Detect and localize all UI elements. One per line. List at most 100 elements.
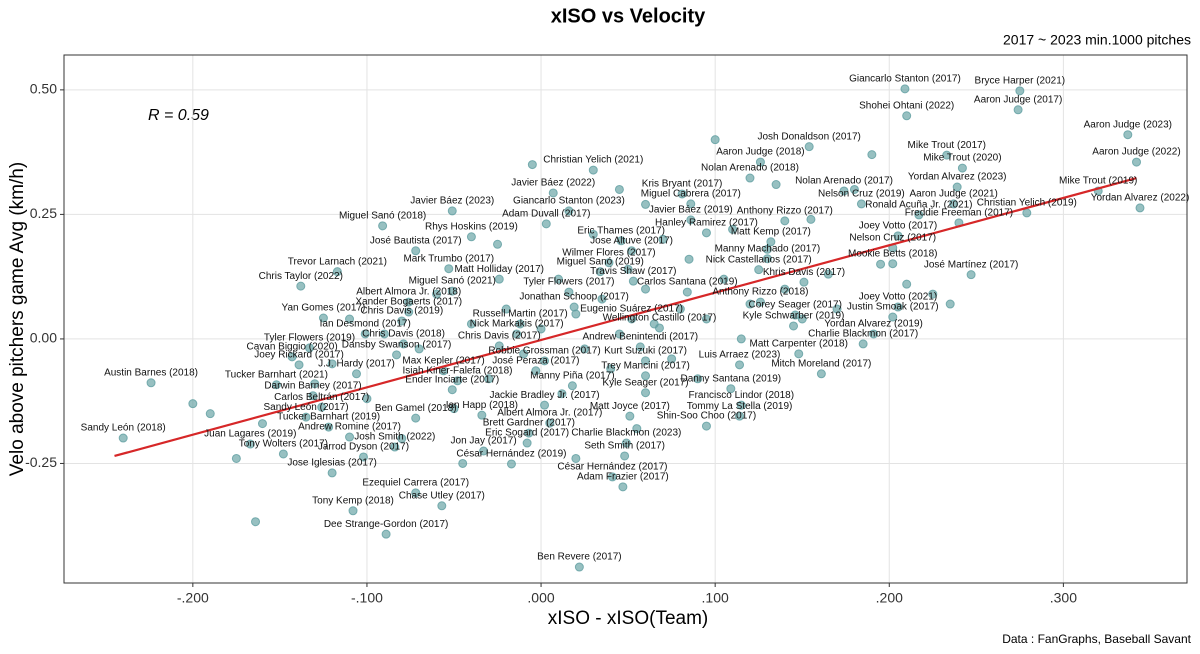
point [621,438,631,448]
point-label: Josh Smith (2022) [354,432,435,443]
point-label: Yan Gomes (2017) [282,303,366,314]
point [849,184,859,194]
point [728,224,738,234]
point-label: Albert Almora Jr. (2018) [356,287,461,298]
point [477,410,487,420]
y-tick-label: 0.50 [30,81,57,97]
point [188,399,198,409]
point-label: Trey Mancini (2017) [601,360,690,371]
point [1123,130,1133,140]
point-label: Javier Báez (2023) [410,196,494,207]
point-label: Carlos Santana (2019) [637,277,738,288]
point-label: Giancarlo Stanton (2017) [849,74,961,85]
point [686,199,696,209]
point [823,269,833,279]
point-label: José Bautista (2017) [370,235,462,246]
point [745,299,755,309]
point [392,350,402,360]
point-label: Tony Wolters (2017) [239,439,328,450]
point [658,234,668,244]
point-label: Joey Votto (2017) [859,220,937,231]
point-label: Mookie Betts (2018) [848,248,938,259]
y-tick-label: 0.25 [30,205,57,221]
point [641,371,651,381]
point [301,412,311,422]
point [966,270,976,280]
point-label: Matt Kemp (2017) [731,226,811,237]
point-label: Eugenio Suárez (2017) [580,304,683,315]
point-label: Manny Piña (2017) [530,370,615,381]
point [766,237,776,247]
point-label: Jose Iglesias (2017) [287,458,377,469]
point [957,163,967,173]
point [771,180,781,190]
point-label: Xander Bogaerts (2017) [355,297,462,308]
point [804,142,814,152]
point [755,297,765,307]
point [595,267,605,277]
point-label: César Hernández (2019) [456,449,566,460]
point-label: Brett Gardner (2017) [483,418,575,429]
point-label: Joey Votto (2021) [859,292,937,303]
point-label: Ian Happ (2018) [446,400,518,411]
point-label: Miguel Sanó (2021) [409,276,496,287]
chart-subtitle: 2017 ~ 2023 min.1000 pitches [1003,32,1191,48]
point [494,341,504,351]
point-label: Charlie Blackmon (2023) [571,428,681,439]
point-label: Andrew Romine (2017) [298,422,401,433]
point [452,376,462,386]
point-label: Christian Yelich (2021) [543,155,643,166]
point [1135,203,1145,213]
point-label: Jackie Bradley Jr. (2017) [490,390,600,401]
point-label: Corey Seager (2017) [749,300,842,311]
point [710,135,720,145]
point-label: Freddie Freeman (2017) [905,208,1013,219]
point [571,453,581,463]
point-label: Bryce Harper (2021) [975,76,1066,87]
point-label: Charlie Blackmon (2017) [808,329,918,340]
point [1015,86,1025,96]
point-label: Mitch Moreland (2017) [771,358,871,369]
point [381,529,391,539]
point-label: Anthony Rizzo (2017) [737,206,833,217]
point-label: Jose Altuve (2017) [590,235,673,246]
point-label: Isiah Kiner-Falefa (2018) [402,365,512,376]
point [444,264,454,274]
point [876,259,886,269]
point-label: Adam Frazier (2017) [577,472,669,483]
point [501,304,511,314]
point-label: Ronald Acuña Jr. (2021) [865,200,972,211]
point [1132,157,1142,167]
point-label: Christian Yelich (2019) [977,198,1077,209]
point [902,111,912,121]
point [641,356,651,366]
point-label: Javier Báez (2019) [649,205,733,216]
point [494,274,504,284]
point [867,150,877,160]
point [797,314,807,324]
point [519,349,529,359]
point-label: Tyler Flowers (2019) [264,333,355,344]
trend-line [114,176,1137,458]
chart-title: xISO vs Velocity [551,5,706,27]
point [251,517,261,527]
point [118,433,128,443]
point-label: Mike Trout (2017) [908,140,986,151]
point-label: Kyle Schwarber (2019) [743,311,845,322]
point [574,562,584,572]
point [735,411,745,421]
point-label: Nolan Arenado (2017) [795,176,893,187]
point-label: Miguel Sanó (2019) [557,256,644,267]
point [540,356,550,366]
point [641,284,651,294]
point-label: Luis Arraez (2023) [699,349,781,360]
point [536,324,546,334]
point [437,501,447,511]
point [506,459,516,469]
point [484,374,494,384]
point-label: Aaron Judge (2018) [716,147,804,158]
point [900,84,910,94]
point-label: Seth Smith (2017) [584,441,665,452]
point [623,264,633,274]
